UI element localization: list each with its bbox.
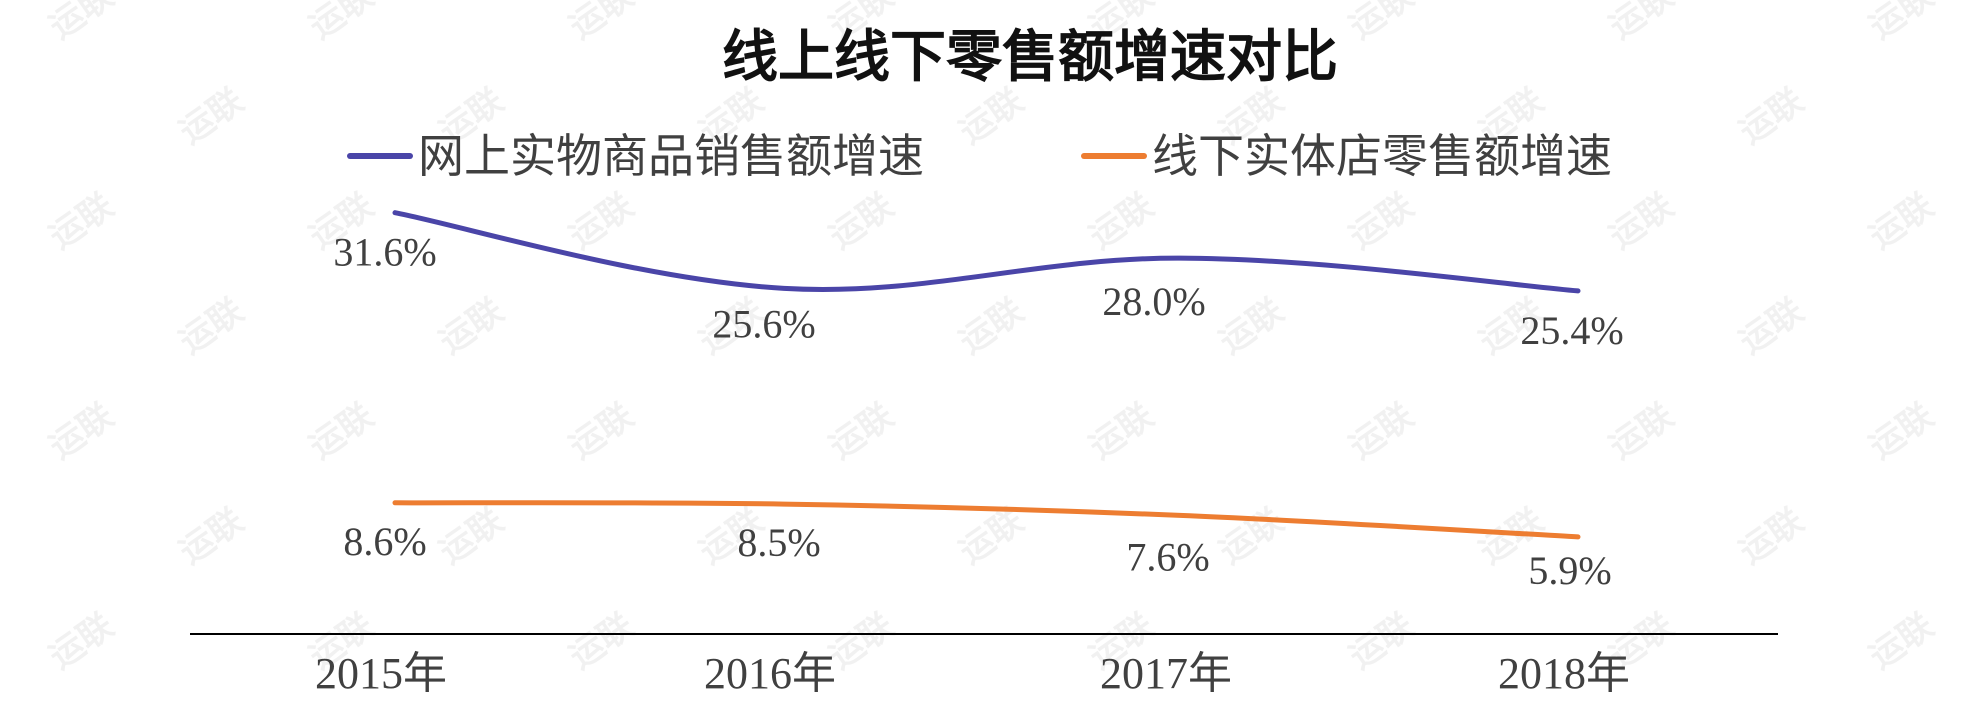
watermark-text: 运联 bbox=[1602, 186, 1681, 258]
watermark-text: 运联 bbox=[1862, 186, 1941, 258]
watermark-text: 运联 bbox=[432, 291, 511, 363]
watermark-text: 运联 bbox=[42, 606, 121, 678]
data-point-online bbox=[1576, 288, 1580, 293]
watermark-text: 运联 bbox=[952, 81, 1031, 153]
legend-item-offline: 线下实体店零售额增速 bbox=[1081, 129, 1612, 183]
watermark-text: 运联 bbox=[822, 186, 901, 258]
watermark-text: 运联 bbox=[1862, 0, 1941, 47]
data-point-offline bbox=[1178, 513, 1182, 518]
watermark-text: 运联 bbox=[1732, 291, 1811, 363]
data-label-offline: 8.5% bbox=[737, 520, 820, 565]
watermark-text: 运联 bbox=[1602, 0, 1681, 47]
series-line-offline bbox=[392, 500, 1581, 540]
watermark-text: 运联 bbox=[42, 0, 121, 47]
watermark-text: 运联 bbox=[1602, 396, 1681, 468]
watermark-text: 运联 bbox=[1212, 501, 1291, 573]
watermark-text: 运联 bbox=[172, 81, 251, 153]
legend-label-online: 网上实物商品销售额增速 bbox=[418, 129, 924, 183]
watermark-text: 运联 bbox=[1342, 0, 1421, 47]
data-label-online: 25.4% bbox=[1520, 308, 1623, 353]
data-point-online bbox=[1178, 256, 1182, 261]
watermark-text: 运联 bbox=[1342, 396, 1421, 468]
watermark-text: 运联 bbox=[42, 396, 121, 468]
data-point-online bbox=[393, 210, 397, 215]
watermark-text: 运联 bbox=[1342, 606, 1421, 678]
watermark-text: 运联 bbox=[822, 396, 901, 468]
x-tick-label: 2018年 bbox=[1498, 649, 1630, 698]
x-tick-label: 2016年 bbox=[704, 649, 836, 698]
watermark-text: 运联 bbox=[302, 396, 381, 468]
x-tick-label: 2017年 bbox=[1100, 649, 1232, 698]
data-point-offline bbox=[393, 500, 397, 505]
watermark-text: 运联 bbox=[1212, 291, 1291, 363]
watermark-text: 运联 bbox=[1732, 81, 1811, 153]
watermark-text: 运联 bbox=[952, 291, 1031, 363]
legend-item-online: 网上实物商品销售额增速 bbox=[347, 129, 924, 183]
data-point-offline bbox=[1576, 534, 1580, 539]
watermark-text: 运联 bbox=[562, 396, 641, 468]
data-label-online: 25.6% bbox=[712, 301, 815, 346]
watermark-text: 运联 bbox=[1862, 396, 1941, 468]
x-tick-label: 2015年 bbox=[315, 649, 447, 698]
watermark-text: 运联 bbox=[1732, 501, 1811, 573]
chart-title: 线上线下零售额增速对比 bbox=[722, 25, 1338, 90]
watermark-text: 运联 bbox=[172, 501, 251, 573]
legend: 网上实物商品销售额增速 线下实体店零售额增速 bbox=[347, 129, 1612, 183]
data-point-offline bbox=[782, 502, 786, 507]
watermark-text: 运联 bbox=[562, 186, 641, 258]
watermark-text: 运联 bbox=[1082, 396, 1161, 468]
plot-area: 31.6% 25.6% 28.0% 25.4% 8.6% 8.5% 7.6% 5.9% bbox=[333, 210, 1624, 593]
watermark-text: 运联 bbox=[1082, 186, 1161, 258]
watermark-text: 运联 bbox=[432, 501, 511, 573]
watermark-text: 运联 bbox=[172, 291, 251, 363]
watermark-text: 运联 bbox=[562, 0, 641, 47]
data-point-online bbox=[782, 286, 786, 291]
watermark-text: 运联 bbox=[562, 606, 641, 678]
data-label-offline: 5.9% bbox=[1528, 548, 1611, 593]
watermark-text: 运联 bbox=[1342, 186, 1421, 258]
x-axis-tick-labels: 2015年 2016年 2017年 2018年 bbox=[315, 649, 1630, 698]
data-label-online: 31.6% bbox=[333, 230, 436, 275]
data-label-offline: 8.6% bbox=[343, 519, 426, 564]
watermark-text: 运联 bbox=[42, 186, 121, 258]
watermark-text: 运联 bbox=[1862, 606, 1941, 678]
legend-label-offline: 线下实体店零售额增速 bbox=[1152, 129, 1612, 183]
data-label-online: 28.0% bbox=[1102, 279, 1205, 324]
watermark-text: 运联 bbox=[302, 0, 381, 47]
series-line-online bbox=[392, 210, 1581, 294]
data-label-offline: 7.6% bbox=[1126, 534, 1209, 579]
